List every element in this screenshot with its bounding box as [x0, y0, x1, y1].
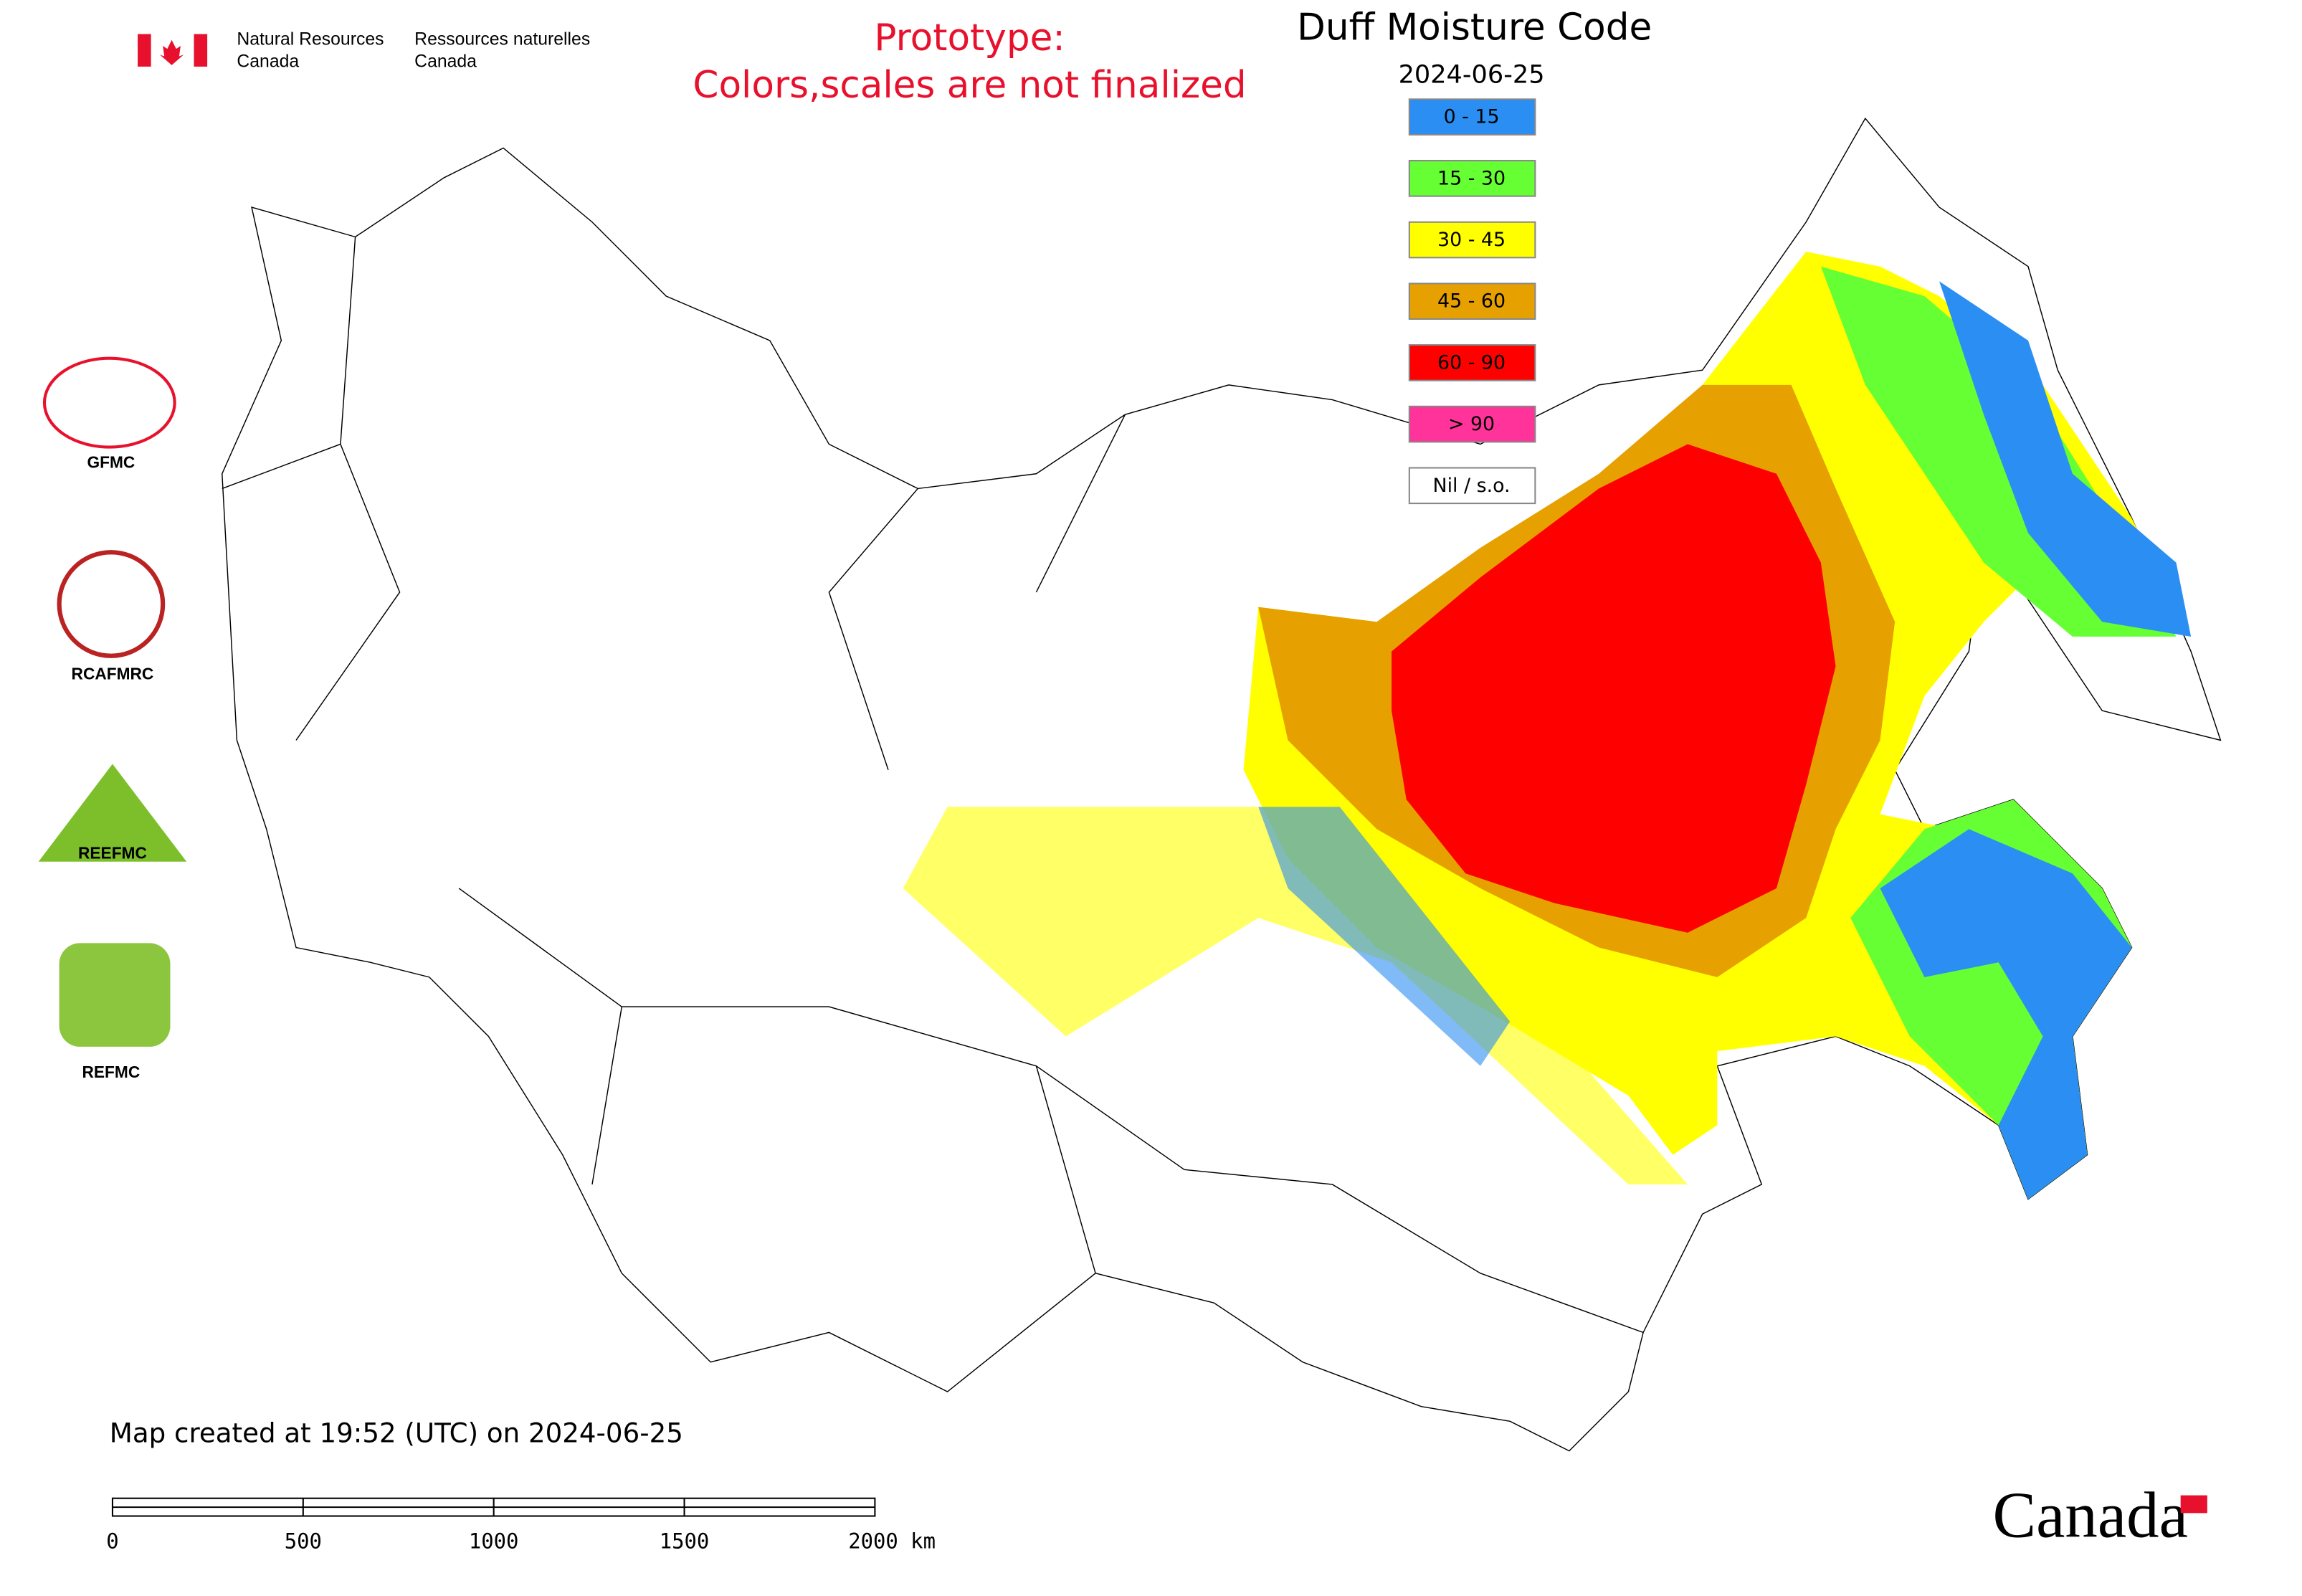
dmc-zone	[1880, 281, 2192, 1200]
legend-label: 30 - 45	[1437, 229, 1506, 251]
legend-swatch	[1408, 467, 1536, 505]
legend-label: 45 - 60	[1437, 290, 1506, 313]
maple-leaf	[160, 39, 184, 65]
canada-wordmark: Canada	[1992, 1479, 2187, 1552]
wordmark-flag	[2180, 1495, 2207, 1514]
agency-en: Natural Resources	[237, 29, 384, 49]
flag-bar	[194, 34, 208, 67]
nrcan-signature: Natural Resources Canada Ressources natu…	[138, 29, 590, 71]
refmc-logo	[59, 943, 171, 1047]
scale-label: 1000	[469, 1529, 519, 1554]
notice: Colors,scales are not finalized	[693, 64, 1246, 107]
scale-label: 1500	[660, 1529, 710, 1554]
legend-swatch	[1408, 98, 1536, 136]
logo-label: REEFMC	[78, 843, 147, 862]
created-note: Map created at 19:52 (UTC) on 2024-06-25	[110, 1417, 683, 1448]
legend-label: Nil / s.o.	[1433, 475, 1511, 497]
dmc-streaks	[903, 807, 1688, 1184]
legend-swatch	[1408, 282, 1536, 320]
legend-swatch	[1408, 405, 1536, 443]
legend-label: 0 - 15	[1444, 106, 1500, 128]
rcafmrc-logo	[57, 550, 166, 658]
scale-labels: 0 500 1000 1500 2000 km	[106, 1498, 936, 1554]
logo-label: GFMC	[87, 452, 135, 471]
flag-bar	[138, 34, 151, 67]
map-date: 2024-06-25	[1399, 60, 1545, 89]
reefmc-logo	[38, 764, 187, 862]
map-title: Duff Moisture Code	[1297, 6, 1652, 49]
legend-swatch	[1408, 160, 1536, 197]
legend-swatch	[1408, 344, 1536, 381]
agency-en: Canada	[237, 52, 299, 71]
legend-label: > 90	[1448, 413, 1495, 435]
scale-label: 2000 km	[848, 1529, 936, 1554]
logo-label: REFMC	[82, 1063, 141, 1081]
agency-fr: Canada	[414, 52, 477, 71]
scale-label: 500	[285, 1529, 322, 1554]
dmc-zone	[1392, 444, 1836, 933]
legend: 0 - 15 15 - 30 30 - 45 45 - 60 60 - 90 > 90 Ni…	[1408, 98, 1536, 505]
logo-label: RCAFMRC	[72, 665, 154, 683]
legend-label: 15 - 30	[1437, 167, 1506, 189]
scale-bar: 0 500 1000 1500 2000 km	[106, 1497, 936, 1554]
notice: Prototype:	[874, 16, 1065, 60]
logos: GFMC RCAFMRC REEFMC REFMC	[38, 356, 187, 1081]
legend-label: 60 - 90	[1437, 351, 1506, 374]
legend-swatch	[1408, 221, 1536, 259]
scale-label: 0	[106, 1529, 118, 1554]
dmc-streaks	[1258, 807, 1511, 1066]
gfmc-logo	[42, 356, 176, 449]
agency-fr: Ressources naturelles	[414, 29, 590, 49]
basemap	[222, 117, 2222, 1452]
